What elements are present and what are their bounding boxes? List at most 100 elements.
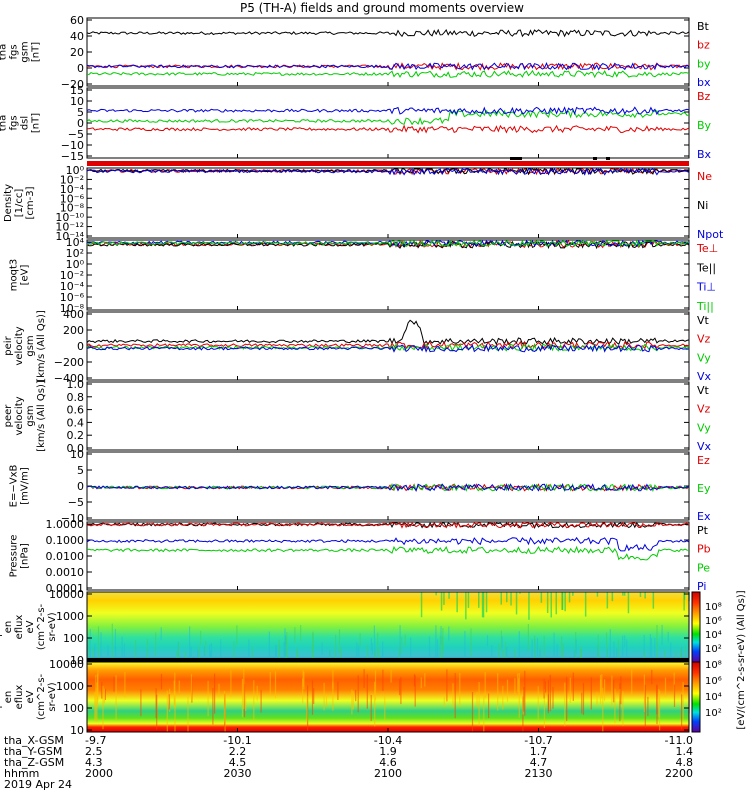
spectrogram-texture [382, 650, 384, 662]
flag-bar-red [87, 161, 689, 166]
spectrogram-texture [682, 681, 684, 721]
spectrogram-texture [338, 629, 341, 654]
spectrogram-texture [448, 626, 450, 641]
spectrogram-texture [685, 645, 687, 662]
spectrogram-texture [518, 631, 520, 662]
spectrogram-texture [664, 650, 666, 662]
spectrogram-texture [286, 632, 288, 658]
y-axis-label: thapeirenefluxeV(cm^2-s-sr-eV) [0, 603, 58, 650]
spectrogram-texture [620, 676, 622, 705]
spectrogram-texture [604, 679, 606, 701]
y-axis-label-line: eflux [14, 685, 25, 710]
spectrogram-texture [241, 678, 244, 718]
spectrogram-texture [335, 634, 337, 661]
y-tick-label: 0 [77, 480, 84, 493]
spectrogram-texture [439, 636, 441, 662]
legend-te: Te⊥ [696, 242, 718, 255]
legend-bt: Bt [697, 20, 710, 33]
spectrogram-texture [359, 633, 361, 647]
y-tick-label: 60 [70, 14, 84, 27]
spectrogram-texture [658, 689, 660, 718]
spectrogram-texture [413, 674, 416, 687]
spectrogram-texture [190, 674, 193, 701]
spectrogram-texture [506, 646, 508, 659]
spectrogram-texture [580, 648, 582, 662]
spectrogram-texture [156, 694, 158, 730]
spectrogram-texture [486, 635, 489, 646]
spectrogram-texture [531, 639, 533, 659]
spectrogram-texture [552, 686, 554, 709]
panel-frame [86, 451, 690, 521]
spectrogram-texture [561, 636, 563, 657]
spectrogram-texture [656, 685, 658, 715]
spectrogram-texture [174, 691, 176, 732]
legend-bx: Bx [697, 148, 712, 161]
spectrogram-texture [233, 641, 235, 662]
spectrogram-texture [230, 670, 232, 697]
y-axis-label-line: eV [25, 690, 36, 703]
spectrogram-texture [185, 651, 187, 662]
spectrogram-texture [404, 634, 406, 646]
colorbar-tick-electron: 10² [705, 708, 722, 719]
y-axis-label-line: Pressure [9, 535, 20, 578]
trace-bx [86, 62, 690, 71]
spectrogram-texture [564, 592, 566, 612]
spectrogram-texture [536, 638, 539, 657]
spectrogram-texture [260, 689, 262, 713]
bottom-row-label: tha_X-GSM [4, 734, 64, 747]
spectrogram-texture [198, 646, 200, 662]
spectrogram-texture [358, 644, 360, 662]
y-tick-label: −5 [68, 128, 84, 141]
y-axis-label-line: (cm^2-s- [36, 673, 47, 720]
spectrogram-texture [399, 679, 401, 696]
spectrogram-texture [622, 691, 624, 726]
y-tick-label: 1000 [56, 680, 84, 693]
colorbar-tick-ion: 10⁴ [705, 630, 722, 641]
spectrogram-texture [357, 675, 359, 713]
x-tick-label-hhmm: 2030 [224, 767, 252, 780]
y-tick-label: 1.0000 [46, 518, 85, 531]
spectrogram-texture [555, 592, 557, 615]
spectrogram-texture [284, 628, 286, 659]
bottom-row-label: hhmm [4, 767, 39, 780]
y-tick-label: 0 [77, 117, 84, 130]
spectrogram-fill [87, 592, 689, 662]
y-axis-label: thafgsdsl[nT] [0, 113, 42, 133]
spectrogram-texture [611, 675, 613, 708]
y-axis-label-line: fgs [9, 115, 20, 130]
spectrogram-texture [370, 695, 372, 721]
spectrogram-texture [549, 674, 551, 712]
legend-ne: Ne [697, 170, 712, 183]
trace-bz [86, 124, 690, 134]
x-tick-label-hhmm: 2200 [665, 767, 693, 780]
spectrogram-texture [547, 680, 549, 714]
spectrogram-texture [197, 649, 199, 662]
flag-mark [606, 157, 610, 160]
x-tick-label-zgsm: 4.5 [229, 756, 247, 769]
spectrogram-texture [470, 628, 472, 657]
colorbar-tick-electron: 10⁶ [705, 676, 722, 687]
spectrogram-texture [268, 631, 270, 659]
spectrogram-texture [94, 643, 96, 662]
spectrogram-texture [614, 688, 616, 724]
spectrogram-texture [643, 674, 645, 712]
y-tick-label: 10⁻² [60, 173, 84, 186]
spectrogram-texture [561, 592, 563, 610]
spectrogram-texture [546, 592, 549, 613]
spectrogram-texture [275, 644, 277, 662]
spectrogram-texture [562, 643, 564, 662]
panel-e-vxb: 10 5 0 −5 −10 E=−VxB[mV/m] Ez Ey Ex [9, 448, 711, 525]
spectrogram-texture [476, 691, 478, 707]
spectrogram-texture [146, 639, 149, 662]
legend-vz: Vz [697, 333, 711, 346]
y-axis-label-line: tha [0, 408, 3, 424]
spectrogram-texture [440, 626, 442, 645]
legend-ez: Ez [697, 454, 710, 467]
spectrogram-texture [100, 632, 102, 662]
y-tick-label: −10 [61, 512, 84, 525]
y-axis-label-line: sr-eV) [47, 612, 58, 641]
x-tick-label-xgsm: -9.7 [85, 734, 106, 747]
spectrogram-texture [471, 692, 474, 732]
spectrogram-texture [212, 688, 214, 725]
